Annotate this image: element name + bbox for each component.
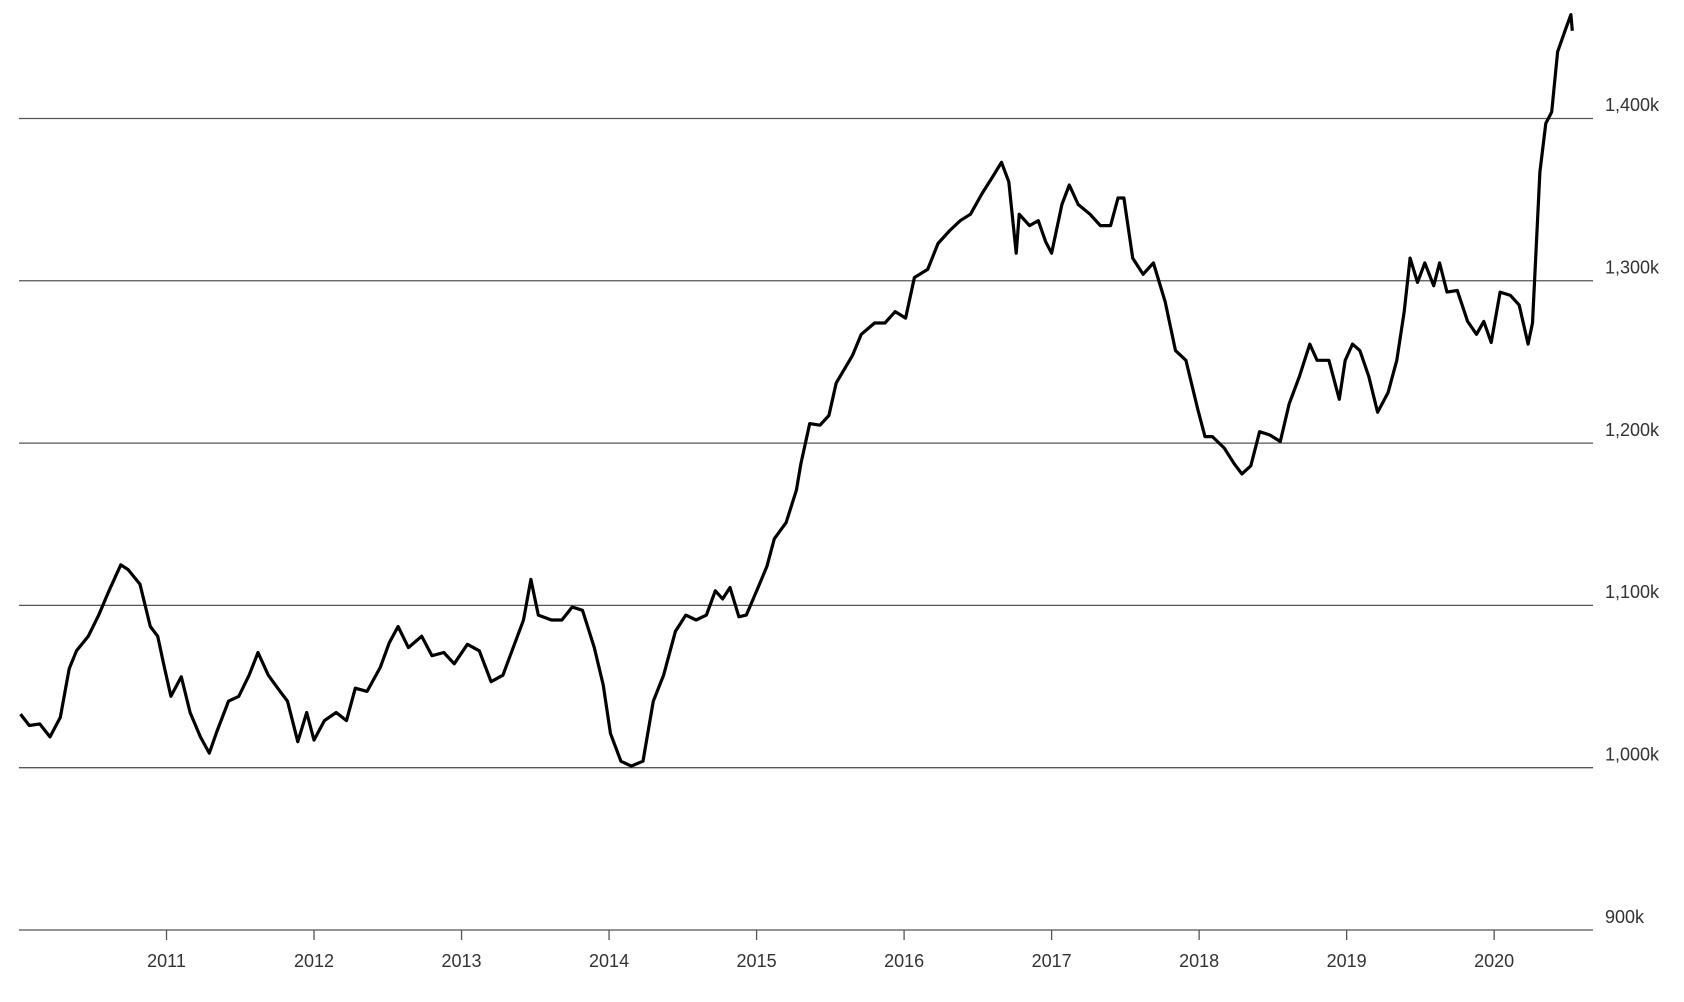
y-tick-label: 1,300k [1605, 258, 1660, 278]
x-tick-label: 2020 [1474, 951, 1514, 971]
x-tick-label: 2017 [1032, 951, 1072, 971]
y-tick-label: 1,100k [1605, 582, 1660, 602]
x-tick-label: 2011 [147, 951, 186, 971]
y-tick-label: 900k [1605, 907, 1645, 927]
x-tick-label: 2013 [442, 951, 482, 971]
x-tick-label: 2015 [737, 951, 777, 971]
data-line [19, 13, 1574, 768]
y-tick-label: 1,400k [1605, 95, 1660, 115]
x-tick-label: 2018 [1179, 951, 1219, 971]
x-tick-label: 2019 [1327, 951, 1367, 971]
x-tick-label: 2012 [294, 951, 334, 971]
x-tick-label: 2014 [589, 951, 629, 971]
x-tick-label: 2016 [884, 951, 924, 971]
y-tick-label: 1,200k [1605, 420, 1660, 440]
y-tick-label: 1,000k [1605, 744, 1660, 764]
